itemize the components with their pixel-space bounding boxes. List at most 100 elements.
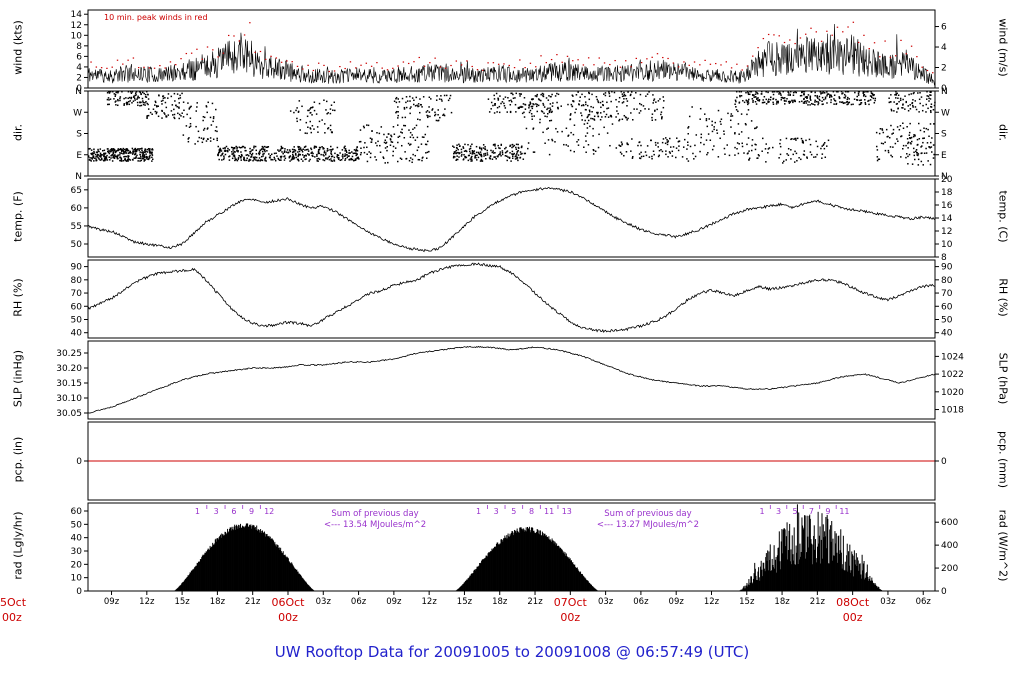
svg-text:1: 1 — [195, 507, 200, 516]
svg-text:11: 11 — [839, 507, 849, 516]
rh-panel: 40 50 60 70 80 90 40 50 60 70 80 90 — [71, 259, 953, 339]
svg-text:W: W — [941, 108, 950, 118]
svg-text:3: 3 — [776, 507, 781, 516]
svg-text:0: 0 — [941, 84, 947, 94]
svg-text:1022: 1022 — [941, 370, 964, 380]
svg-text:0: 0 — [76, 587, 82, 597]
svg-text:03z: 03z — [598, 597, 614, 607]
svg-text:40: 40 — [941, 329, 953, 339]
svg-text:10: 10 — [71, 31, 83, 41]
svg-text:21z: 21z — [527, 597, 543, 607]
svg-text:N: N — [75, 87, 82, 97]
svg-text:12z: 12z — [422, 597, 438, 607]
svg-text:50: 50 — [71, 240, 83, 250]
svg-text:15z: 15z — [739, 597, 755, 607]
svg-text:60: 60 — [71, 507, 83, 517]
svg-text:3: 3 — [494, 507, 499, 516]
svg-text:5Oct: 5Oct — [0, 596, 27, 609]
svg-text:S: S — [76, 130, 82, 140]
svg-text:00z: 00z — [560, 611, 580, 624]
svg-text:8: 8 — [76, 42, 82, 52]
svg-text:13: 13 — [562, 507, 572, 516]
svg-text:40: 40 — [71, 329, 83, 339]
svg-text:2: 2 — [941, 64, 947, 74]
svg-text:<--- 13.27 MJoules/m^2: <--- 13.27 MJoules/m^2 — [597, 520, 699, 530]
svg-text:90: 90 — [71, 263, 83, 273]
svg-text:10 min. peak winds in red: 10 min. peak winds in red — [104, 13, 208, 22]
svg-text:70: 70 — [71, 289, 83, 299]
svg-text:06Oct: 06Oct — [271, 596, 305, 609]
svg-text:0: 0 — [76, 457, 82, 467]
svg-text:8: 8 — [529, 507, 534, 516]
svg-text:50: 50 — [71, 315, 83, 325]
svg-text:20: 20 — [941, 175, 953, 185]
svg-text:09z: 09z — [386, 597, 402, 607]
svg-text:80: 80 — [941, 276, 953, 286]
svg-text:60: 60 — [71, 302, 83, 312]
svg-text:18: 18 — [941, 188, 953, 198]
svg-text:6: 6 — [941, 23, 947, 33]
svg-text:16: 16 — [941, 201, 953, 211]
svg-text:20: 20 — [71, 560, 83, 570]
dir-panel: N W S E N N W S E N — [73, 87, 950, 182]
svg-text:1018: 1018 — [941, 406, 964, 416]
svg-text:0: 0 — [76, 84, 82, 94]
svg-text:30.10: 30.10 — [56, 394, 82, 404]
svg-text:N: N — [941, 87, 948, 97]
svg-text:5: 5 — [511, 507, 516, 516]
svg-text:11: 11 — [544, 507, 554, 516]
svg-text:00z: 00z — [2, 611, 22, 624]
svg-text:06z: 06z — [633, 597, 649, 607]
svg-text:10: 10 — [941, 240, 953, 250]
svg-text:N: N — [941, 172, 948, 182]
svg-text:30.20: 30.20 — [56, 364, 82, 374]
svg-text:06z: 06z — [916, 597, 932, 607]
svg-text:14: 14 — [941, 214, 953, 224]
svg-text:4: 4 — [76, 63, 82, 73]
svg-text:18z: 18z — [492, 597, 508, 607]
svg-text:09z: 09z — [669, 597, 685, 607]
svg-text:200: 200 — [941, 564, 958, 574]
svg-text:6: 6 — [76, 52, 82, 62]
temp-panel: 50 55 60 65 8 10 12 14 16 18 20 — [71, 175, 953, 263]
svg-text:1020: 1020 — [941, 388, 964, 398]
svg-text:50: 50 — [71, 520, 83, 530]
chart-title: UW Rooftop Data for 20091005 to 20091008… — [274, 643, 750, 661]
svg-text:Sum of previous day: Sum of previous day — [604, 509, 691, 519]
svg-text:15z: 15z — [457, 597, 473, 607]
svg-text:03z: 03z — [880, 597, 896, 607]
svg-text:06z: 06z — [351, 597, 367, 607]
svg-text:<--- 13.54 MJoules/m^2: <--- 13.54 MJoules/m^2 — [324, 520, 426, 530]
svg-text:0: 0 — [941, 457, 947, 467]
svg-text:3: 3 — [214, 507, 219, 516]
svg-text:60: 60 — [71, 204, 83, 214]
svg-text:30.25: 30.25 — [56, 349, 82, 359]
svg-text:12z: 12z — [704, 597, 720, 607]
svg-text:00z: 00z — [843, 611, 863, 624]
svg-text:1: 1 — [476, 507, 481, 516]
svg-text:600: 600 — [941, 518, 958, 528]
svg-text:09z: 09z — [104, 597, 120, 607]
svg-text:00z: 00z — [278, 611, 298, 624]
svg-text:E: E — [76, 151, 82, 161]
slp-panel: 30.05 30.10 30.15 30.20 30.25 1018 1020 1022 102… — [56, 340, 964, 420]
svg-text:50: 50 — [941, 315, 953, 325]
svg-text:90: 90 — [941, 263, 953, 273]
svg-text:8: 8 — [941, 253, 947, 263]
svg-text:65: 65 — [71, 186, 82, 196]
svg-text:60: 60 — [941, 302, 953, 312]
svg-text:9: 9 — [249, 507, 254, 516]
svg-text:55: 55 — [71, 222, 82, 232]
svg-text:12: 12 — [264, 507, 274, 516]
svg-text:12z: 12z — [139, 597, 155, 607]
svg-text:18z: 18z — [210, 597, 226, 607]
svg-text:Sum of previous day: Sum of previous day — [331, 509, 418, 519]
svg-text:2: 2 — [76, 73, 82, 83]
svg-text:14: 14 — [71, 10, 83, 20]
svg-text:03z: 03z — [316, 597, 332, 607]
svg-text:08Oct: 08Oct — [836, 596, 870, 609]
svg-text:1: 1 — [760, 507, 765, 516]
